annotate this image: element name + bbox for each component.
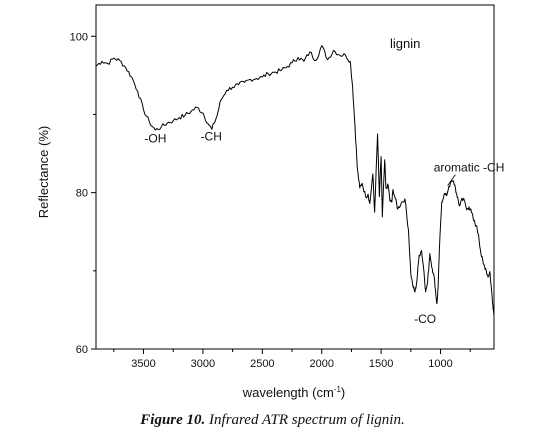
annotation-pointer xyxy=(447,174,456,186)
x-tick-label: 3500 xyxy=(131,358,155,370)
x-axis-title: wavelength (cm-1) xyxy=(242,385,346,400)
plot-frame xyxy=(95,4,495,350)
figure-caption-text: Infrared ATR spectrum of lignin. xyxy=(209,412,405,428)
series-layer xyxy=(95,45,495,316)
y-tick-label: 100 xyxy=(70,31,88,43)
annotation-label: -CH xyxy=(201,129,222,143)
y-tick-label: 60 xyxy=(76,344,88,356)
x-tick-label: 3000 xyxy=(191,358,215,370)
x-tick-label: 2000 xyxy=(309,358,333,370)
y-axis-title: Reflectance (%) xyxy=(36,126,51,218)
x-tick-label: 1000 xyxy=(428,358,452,370)
ir-spectrum-chart: 60 80 100 3500 3000 2500 2000 1500 1000 -OH -CH a… xyxy=(36,4,504,400)
plot-border xyxy=(95,4,495,350)
y-tick-label: 80 xyxy=(76,188,88,200)
annotation-label: -OH xyxy=(144,132,166,146)
annotation-label: aromatic -CH xyxy=(434,161,505,175)
x-axis: 3500 3000 2500 2000 1500 1000 xyxy=(113,349,471,370)
annotation-layer: -OH -CH aromatic -CH -CO xyxy=(144,129,504,326)
figure-caption-label: Figure 10. xyxy=(140,412,206,428)
series-line-lignin xyxy=(95,45,495,316)
y-axis: 60 80 100 xyxy=(70,31,96,356)
legend-entry-lignin: lignin xyxy=(390,36,420,51)
figure-caption: Figure 10. Infrared ATR spectrum of lign… xyxy=(0,412,545,429)
x-tick-label: 1500 xyxy=(369,358,393,370)
x-tick-label: 2500 xyxy=(250,358,274,370)
annotation-label: -CO xyxy=(414,312,436,326)
